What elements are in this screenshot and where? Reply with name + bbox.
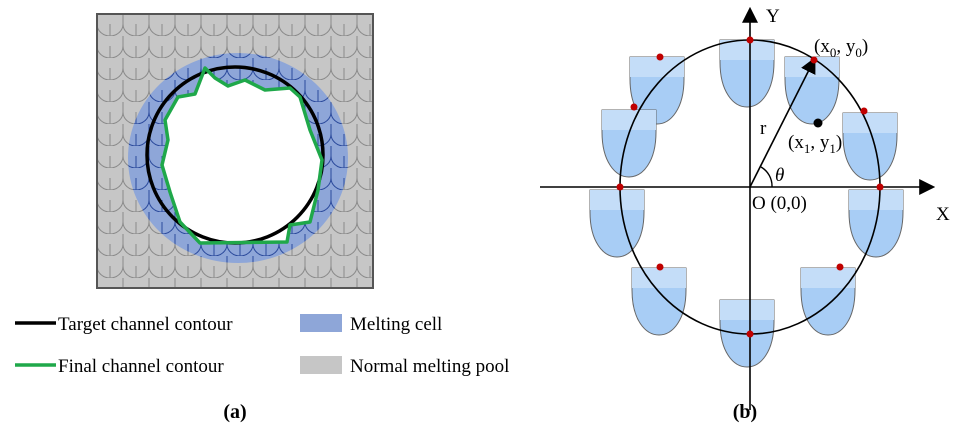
panel-a: Target channel contour Melting cell Fina…: [15, 14, 509, 423]
cup-top: [632, 268, 686, 288]
caption: (b): [733, 401, 757, 423]
circle-point: [837, 264, 844, 271]
melt-cups: [590, 40, 903, 367]
caption: (a): [223, 401, 246, 423]
inner-point: [814, 119, 823, 128]
legend-swatch: [300, 356, 342, 374]
circle-point: [747, 37, 754, 44]
circle-point: [811, 57, 818, 64]
cup-top: [849, 190, 903, 210]
legend-label: Melting cell: [350, 314, 442, 335]
legend-label: Final channel contour: [58, 356, 224, 377]
angle-label: θ: [775, 165, 784, 186]
figure: Target channel contour Melting cell Fina…: [0, 0, 954, 432]
point0-label: (x0, y0): [814, 36, 868, 60]
origin-label: O (0,0): [752, 193, 807, 214]
label-part: , y: [810, 132, 830, 153]
circle-point: [861, 108, 868, 115]
point1-label: (x1, y1): [788, 132, 842, 156]
legend-swatch: [300, 314, 342, 332]
angle-arc: [761, 167, 772, 187]
cup-top: [590, 190, 644, 210]
circle-point: [657, 264, 664, 271]
label-part: , y: [836, 36, 856, 57]
legend-label: Target channel contour: [58, 314, 233, 335]
label-part: ): [836, 132, 842, 153]
panel-b: Y X r θ O (0,0) (x0, y0) (x1, y1) (b): [540, 6, 950, 423]
label-part: ): [862, 36, 868, 57]
cup-top: [720, 300, 774, 320]
label-part: (x: [814, 36, 830, 57]
circle-point: [631, 104, 638, 111]
axis-label: Y: [766, 6, 780, 27]
cup-top: [720, 40, 774, 60]
cup-top: [602, 110, 656, 130]
label-part: (x: [788, 132, 804, 153]
axis-label: X: [936, 204, 950, 225]
legend-label: Normal melting pool: [350, 356, 509, 377]
circle-point: [617, 184, 624, 191]
circle-point: [877, 184, 884, 191]
radius-label: r: [760, 118, 767, 139]
circle-point: [657, 54, 664, 61]
circle-point: [747, 331, 754, 338]
